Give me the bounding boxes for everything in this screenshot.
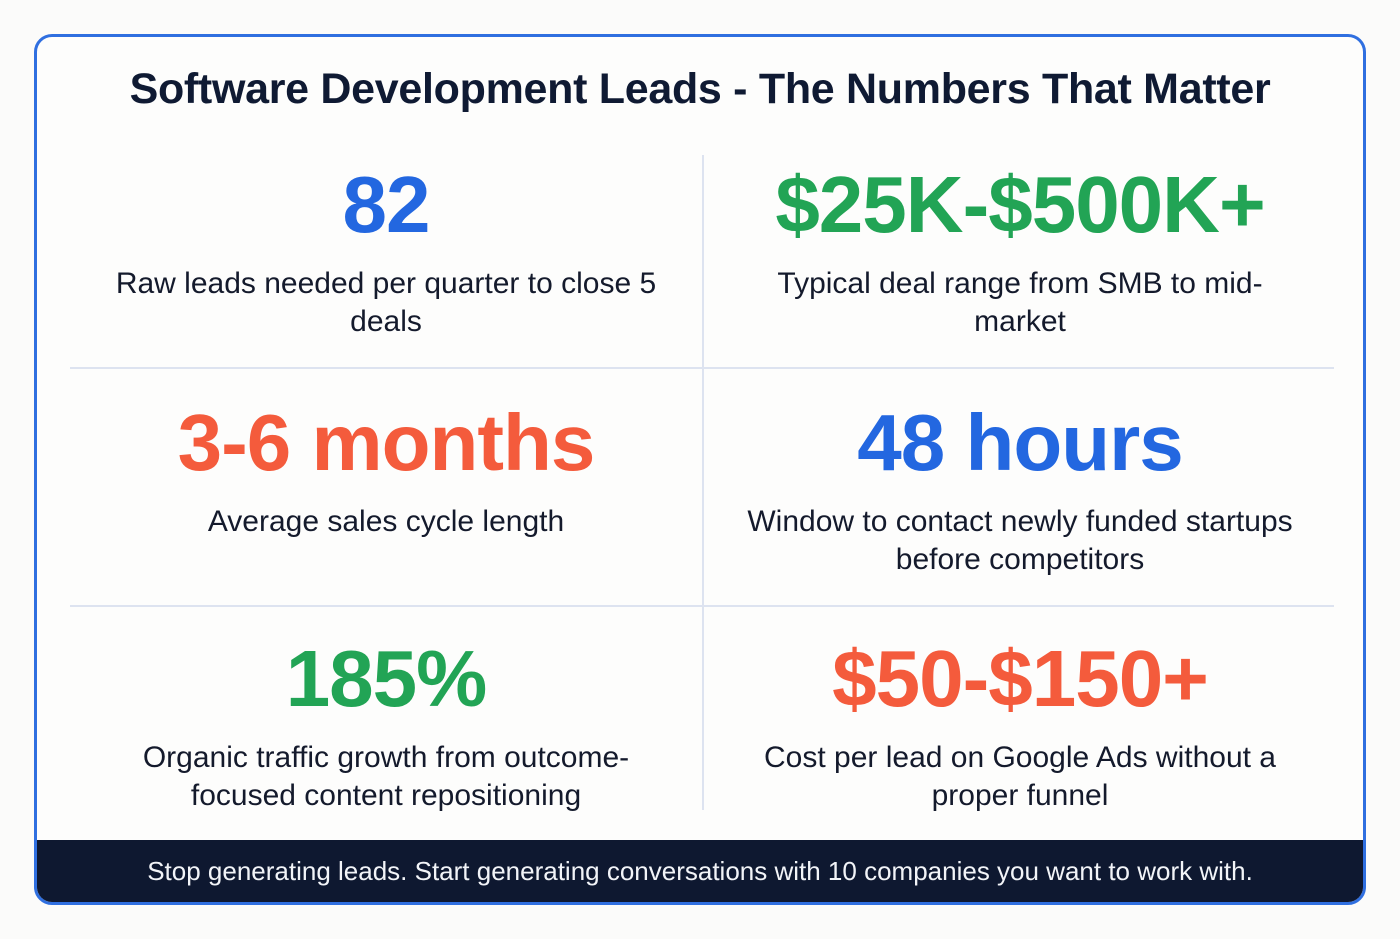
stat-description: Window to contact newly funded startups … <box>747 505 1293 576</box>
stat-value: $50-$150+ <box>832 634 1209 723</box>
stat-value: $25K-$500K+ <box>775 160 1265 249</box>
stat-description: Cost per lead on Google Ads without a pr… <box>764 741 1276 812</box>
stat-contact-window: 48 hours Window to contact newly funded … <box>704 397 1336 579</box>
stat-deal-range: $25K-$500K+ Typical deal range from SMB … <box>704 159 1336 341</box>
horizontal-divider-1 <box>70 367 1334 369</box>
stat-description: Raw leads needed per quarter to close 5 … <box>115 267 657 338</box>
stat-traffic-growth: 185% Organic traffic growth from outcome… <box>70 633 702 815</box>
page-title: Software Development Leads - The Numbers… <box>129 65 1271 113</box>
horizontal-divider-2 <box>70 605 1334 607</box>
stat-cost-per-lead: $50-$150+ Cost per lead on Google Ads wi… <box>704 633 1336 815</box>
stat-raw-leads: 82 Raw leads needed per quarter to close… <box>70 159 702 341</box>
footer-banner: Stop generating leads. Start generating … <box>37 840 1363 902</box>
stat-value: 48 hours <box>857 398 1183 487</box>
stat-sales-cycle: 3-6 months Average sales cycle length <box>70 397 702 541</box>
infographic-card: Software Development Leads - The Numbers… <box>34 34 1366 905</box>
stat-description: Typical deal range from SMB to mid-marke… <box>777 267 1263 338</box>
footer-text: Stop generating leads. Start generating … <box>147 856 1253 886</box>
stat-description: Average sales cycle length <box>207 505 565 538</box>
stat-description: Organic traffic growth from outcome-focu… <box>142 741 630 812</box>
vertical-divider <box>702 155 704 810</box>
stat-value: 3-6 months <box>177 398 596 487</box>
stat-value: 185% <box>285 634 488 723</box>
stat-value: 82 <box>342 160 431 249</box>
